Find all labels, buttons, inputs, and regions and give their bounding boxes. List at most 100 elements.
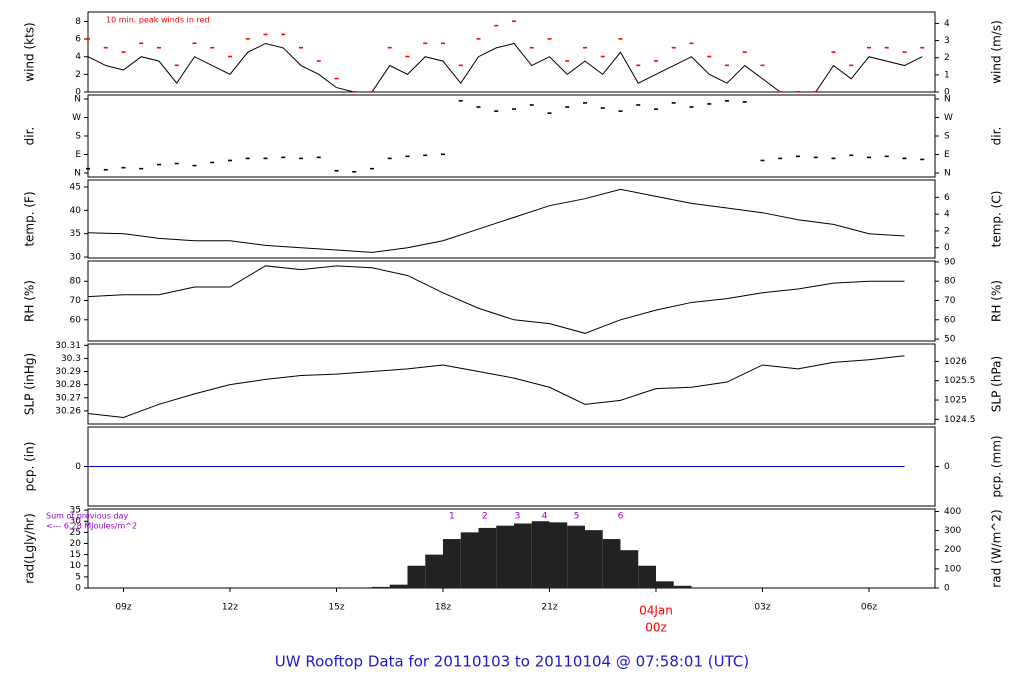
data-bar: [442, 539, 461, 588]
hour-marker: 6: [618, 512, 624, 522]
panel-frame: [87, 179, 936, 259]
data-line: [87, 188, 905, 253]
y-axis-label: temp. (F): [23, 191, 37, 246]
y2-tick-label: N: [944, 168, 951, 178]
data-line: [87, 355, 905, 418]
y-tick-label: 0: [75, 584, 81, 594]
y-tick-label: 30.28: [55, 380, 81, 390]
data-bar: [673, 585, 692, 588]
y-tick-label: 60: [70, 315, 82, 325]
data-bar: [620, 550, 639, 588]
data-point: [618, 110, 623, 112]
data-point: [636, 64, 641, 67]
data-point: [139, 167, 144, 170]
data-bar: [425, 554, 443, 588]
data-point: [423, 42, 428, 45]
data-point: [387, 157, 392, 160]
y2-tick-label: 0: [944, 584, 950, 594]
data-point: [849, 154, 854, 157]
data-point: [778, 157, 783, 160]
y2-tick-label: 1024.5: [944, 415, 976, 425]
data-point: [902, 157, 907, 160]
data-bar: [602, 539, 621, 588]
y-axis-label: rad(Lgly/hr): [23, 513, 37, 584]
y-axis-label: dir.: [23, 127, 37, 146]
data-point: [423, 154, 428, 157]
data-point: [707, 103, 712, 105]
data-point: [405, 55, 410, 58]
y-tick-label: W: [72, 113, 81, 123]
data-point: [227, 55, 232, 58]
data-point: [316, 60, 321, 62]
data-point: [227, 159, 232, 162]
data-point: [281, 156, 286, 159]
y2-axis-label: rad (W/m^2): [990, 509, 1004, 587]
y2-tick-label: 4: [944, 210, 950, 220]
y-tick-label: 4: [75, 52, 81, 62]
data-point: [387, 46, 392, 49]
hour-marker: 1: [449, 512, 455, 522]
y-tick-label: 30: [70, 253, 82, 263]
y2-tick-label: 3: [944, 36, 950, 46]
data-point: [245, 157, 250, 160]
data-point: [334, 169, 339, 172]
y-tick-label: 8: [75, 17, 81, 27]
x-tick-label: 00z: [645, 621, 667, 635]
data-point: [103, 168, 108, 171]
data-bar: [638, 565, 656, 588]
y-tick-label: 0: [75, 88, 81, 98]
y2-tick-label: 200: [944, 545, 961, 555]
panel-frame: [87, 343, 936, 425]
y-tick-label: 30.26: [55, 406, 81, 416]
data-point: [653, 108, 658, 110]
data-bar: [549, 522, 568, 588]
data-point: [103, 46, 108, 49]
data-line: [87, 42, 923, 93]
data-bar: [371, 586, 390, 588]
data-point: [405, 155, 410, 158]
data-point: [600, 107, 605, 109]
data-point: [352, 91, 357, 93]
y2-tick-label: 6: [944, 193, 950, 203]
data-point: [458, 64, 463, 67]
hour-marker: 2: [482, 512, 488, 522]
data-point: [334, 77, 339, 80]
y2-tick-label: 4: [944, 19, 950, 29]
y-tick-label: 0: [75, 462, 81, 472]
data-point: [795, 91, 800, 93]
panel-frame: [87, 94, 936, 178]
y-tick-label: 35: [70, 506, 81, 516]
y-tick-label: 30.29: [55, 367, 81, 377]
y2-axis-label: RH (%): [990, 280, 1004, 322]
data-point: [600, 55, 605, 58]
y2-tick-label: 300: [944, 526, 961, 536]
data-point: [884, 46, 889, 49]
annotation: Sum of previous day: [46, 512, 128, 521]
y2-tick-label: N: [944, 95, 951, 105]
data-bar: [567, 525, 585, 588]
y2-tick-label: 0: [944, 243, 950, 253]
x-date-label: 04Jan: [639, 604, 673, 618]
y2-tick-label: 1026: [944, 357, 967, 367]
data-point: [263, 33, 268, 36]
data-point: [511, 108, 516, 110]
data-point: [316, 156, 321, 159]
data-point: [866, 156, 871, 159]
x-tick-label: 15z: [328, 603, 344, 613]
y2-tick-label: 100: [944, 564, 961, 574]
y-axis-label: RH (%): [23, 280, 37, 322]
data-point: [707, 55, 712, 58]
data-point: [440, 153, 445, 156]
data-point: [636, 104, 641, 106]
y2-tick-label: 50: [944, 335, 956, 345]
data-point: [174, 64, 179, 67]
y-tick-label: 15: [70, 550, 81, 560]
x-tick-label: 03z: [754, 603, 770, 613]
annotation: <--- 6.28 MJoules/m^2: [46, 522, 137, 531]
data-point: [156, 46, 161, 49]
data-bar: [584, 530, 603, 588]
data-point: [742, 101, 747, 103]
y2-tick-label: 80: [944, 277, 956, 287]
x-tick-label: 06z: [861, 603, 877, 613]
